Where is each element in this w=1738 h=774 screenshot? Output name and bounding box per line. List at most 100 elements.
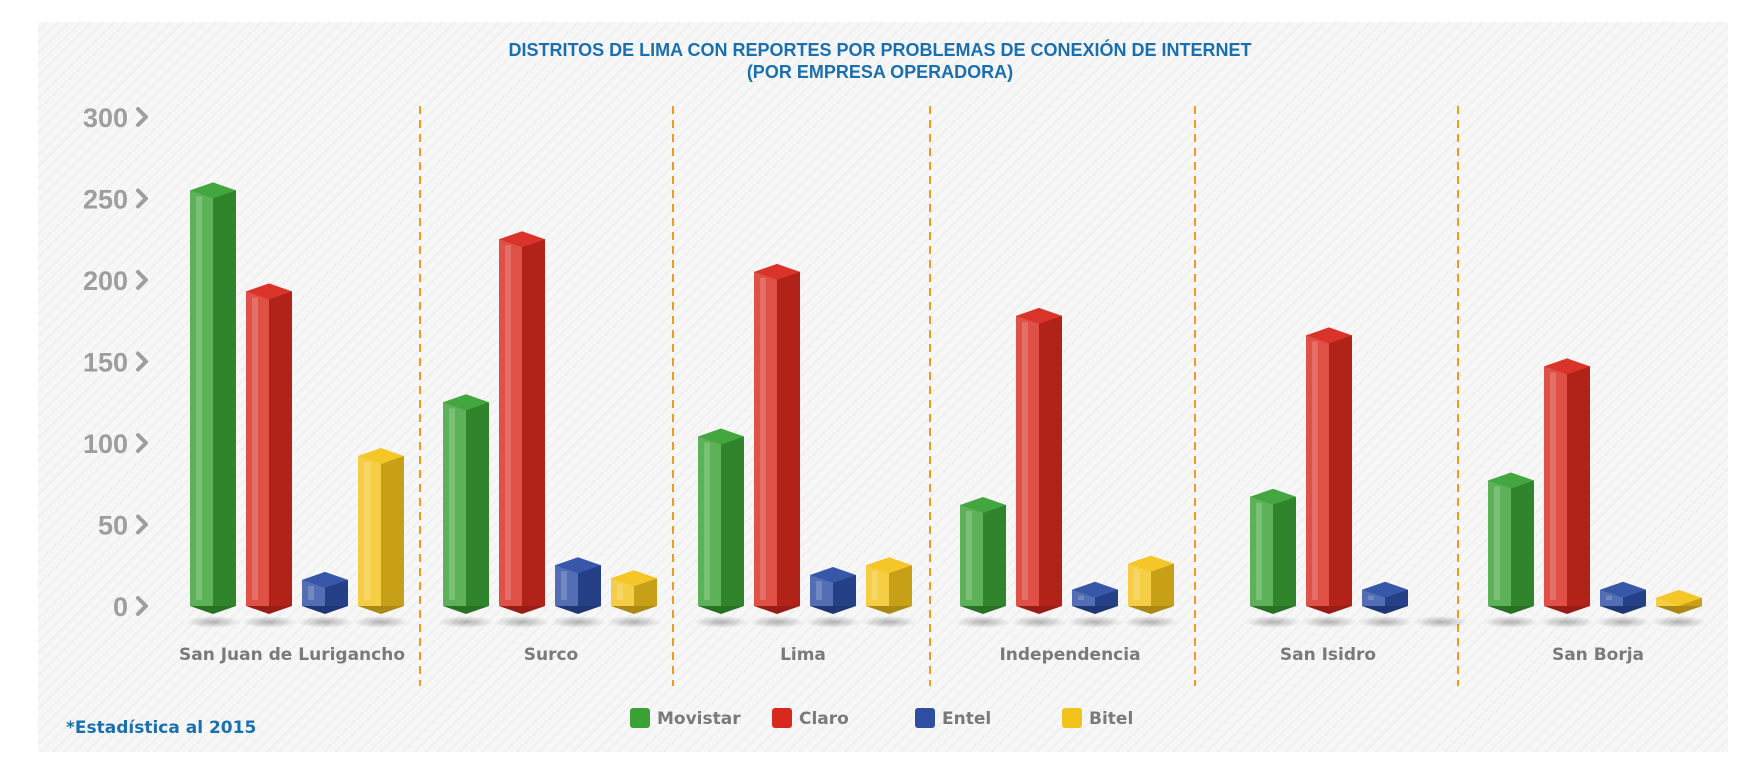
bar-face-left [555,565,578,606]
bar-bottom [698,606,744,614]
bar-face-right [1329,335,1352,606]
bar-bottom [754,606,800,614]
bar-top [1072,581,1118,598]
bar-entel: Lima – Entel: 19 [810,567,856,614]
bar-claro: San Isidro – Claro: 166 [1306,327,1352,614]
legend-item-entel: Entel [915,708,991,729]
bar-face-left [810,575,833,606]
chevron-right-icon [136,351,148,372]
bar-face-left [960,504,983,606]
x-category-label: Lima [780,645,826,665]
bar-top [190,182,236,199]
bar-shadow [861,616,917,628]
bar-bottom [1544,606,1590,614]
bar-face-right [1679,597,1702,606]
bar-highlight [872,571,878,600]
bar-shadow [185,616,241,628]
bar-face-right [983,504,1006,606]
bar-top [1656,589,1702,606]
bar-face-right [777,271,800,606]
bar-highlight [1606,595,1612,600]
bar-highlight [1134,569,1140,600]
bar-top [1016,307,1062,324]
bar-shadow [438,616,494,628]
bar-face-right [634,578,657,606]
bar-shadow [1123,616,1179,628]
bar-movistar: Lima – Movistar: 104 [698,428,744,614]
bar-highlight [760,277,766,600]
bar-claro: San Juan de Lurigancho – Claro: 193 [246,283,292,614]
bar-bitel: Lima – Bitel: 25 [866,557,912,614]
bar-bottom [1600,606,1646,614]
y-tick-label: 200 [83,266,128,296]
bar-shadow [1651,616,1707,628]
bar-bitel: Independencia – Bitel: 26 [1128,555,1174,614]
group-dividers [419,106,1459,686]
bar-face-right [1273,496,1296,606]
chart-title: DISTRITOS DE LIMA CON REPORTES POR PROBL… [508,39,1251,60]
bar-highlight [561,571,567,600]
bar-shadow [693,616,749,628]
bar-entel: San Juan de Lurigancho – Entel: 16 [302,571,348,614]
x-axis: San Juan de Lurigancho Surco Lima Independe… [179,645,1644,665]
bar-face-left [1488,480,1511,606]
y-tick-label: 300 [83,103,128,133]
bar-face-left [302,579,325,606]
bar-claro: Surco – Claro: 225 [499,231,545,614]
bar-face-right [833,575,856,606]
bar-bottom [499,606,545,614]
bar-shadow [606,616,662,628]
bar-face-left [190,190,213,606]
bar-shadow [353,616,409,628]
y-tick-label: 250 [83,185,128,215]
bar-shadow [1011,616,1067,628]
bar-bottom [960,606,1006,614]
bar-face-left [866,565,889,606]
bar-top [611,570,657,587]
bar-highlight [617,584,623,600]
bar-bottom [358,606,404,614]
bar-movistar: San Juan de Lurigancho – Movistar: 255 [190,182,236,614]
bar-movistar: Surco – Movistar: 125 [443,394,489,614]
chart-subtitle: (POR EMPRESA OPERADORA) [747,62,1013,82]
footnote: *Estadística al 2015 [66,718,256,738]
bar-claro: Lima – Claro: 205 [754,263,800,614]
bar-bottom [1488,606,1534,614]
bars: San Juan de Lurigancho – Movistar: 255Sa… [185,182,1707,628]
y-tick-label: 0 [113,592,128,622]
chevron-right-icon [136,188,148,209]
bar-highlight [816,581,822,600]
bar-face-right [889,565,912,606]
bar-bottom [246,606,292,614]
bar-shadow [1413,616,1469,628]
y-tick-label: 100 [83,429,128,459]
bar-face-right [381,456,404,606]
bar-top [246,283,292,300]
bar-bitel: Surco – Bitel: 17 [611,570,657,614]
bar-top [960,496,1006,513]
bar-highlight [364,462,370,600]
bar-face-left [1128,563,1151,606]
bar-bottom [443,606,489,614]
bar-bottom [1306,606,1352,614]
bar-shadow [1245,616,1301,628]
y-axis: 0 50 100 150 200 250 300 [83,103,148,622]
bar-bottom [1072,606,1118,614]
bar-shadow [550,616,606,628]
bar-shadow [494,616,550,628]
bar-top [555,557,601,574]
legend-swatch [630,708,650,728]
bar-top [1488,472,1534,489]
bar-shadow [1301,616,1357,628]
bar-top [1306,327,1352,344]
legend-swatch [772,708,792,728]
bar-entel: San Borja – Entel: 10 [1600,581,1646,614]
bar-top [1362,581,1408,598]
bar-bottom [1016,606,1062,614]
bar-face-right [213,190,236,606]
bar-bottom [190,606,236,614]
bar-shadow [749,616,805,628]
chart-background [38,22,1728,752]
bar-highlight [1022,321,1028,600]
legend-label: Bitel [1089,709,1133,729]
